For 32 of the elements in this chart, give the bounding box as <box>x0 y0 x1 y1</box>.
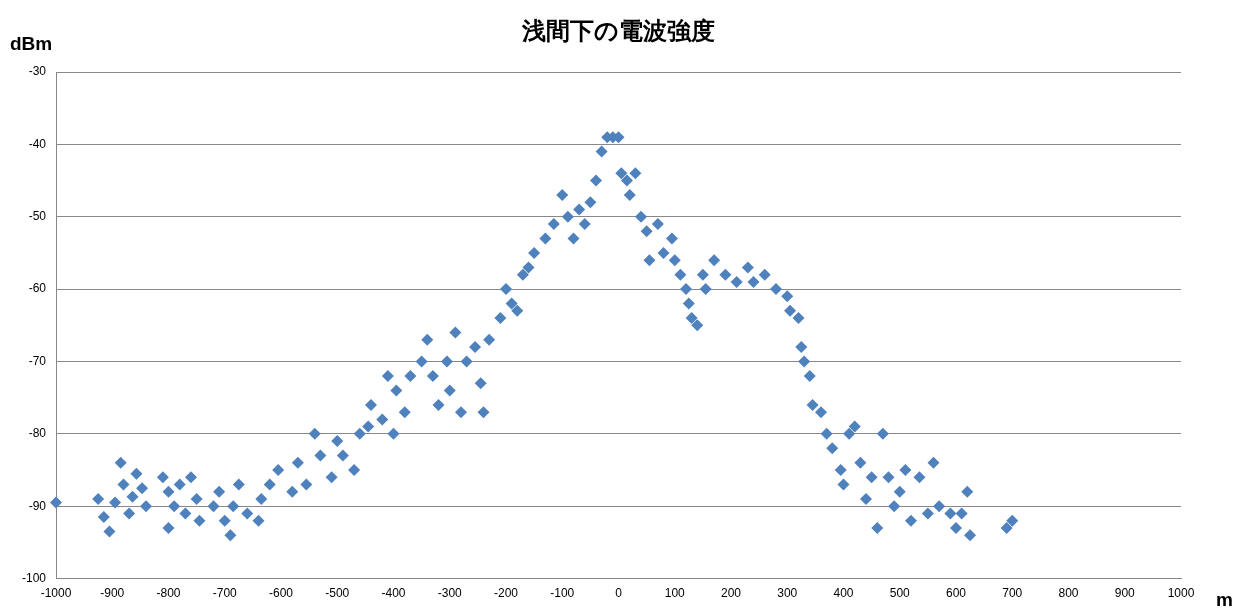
x-axis-title: m <box>1216 588 1233 610</box>
y-tick-label: -70 <box>28 353 47 368</box>
x-tick-label: 500 <box>889 586 911 601</box>
y-tick-label: -30 <box>28 64 47 79</box>
y-tick-label: -40 <box>28 136 47 151</box>
x-tick-label: -900 <box>100 586 125 601</box>
x-tick-label: -200 <box>493 586 519 601</box>
x-tick-label: -400 <box>381 586 406 601</box>
y-tick-label: -100 <box>21 570 47 585</box>
chart-title: 浅間下の電波強度 <box>521 16 716 44</box>
y-axis-title: dBm <box>10 33 53 55</box>
x-tick-label: 100 <box>664 586 686 601</box>
x-tick-label: 0 <box>615 586 623 601</box>
x-tick-label: -100 <box>550 586 575 601</box>
x-tick-label: 600 <box>945 586 967 601</box>
x-tick-label: 700 <box>1002 586 1023 601</box>
x-tick-label: -300 <box>437 586 463 601</box>
x-tick-label: 300 <box>777 586 798 601</box>
x-tick-label: 1000 <box>1167 586 1195 601</box>
y-tick-label: -50 <box>28 209 47 224</box>
x-tick-label: 800 <box>1058 586 1079 601</box>
y-tick-label: -90 <box>28 498 47 513</box>
x-tick-label: -500 <box>325 586 350 601</box>
x-tick-label: 400 <box>833 586 854 601</box>
x-tick-label: 200 <box>720 586 742 601</box>
x-tick-label: -700 <box>212 586 238 601</box>
x-tick-label: -600 <box>269 586 294 601</box>
y-tick-label: -80 <box>28 426 47 441</box>
x-tick-label: -800 <box>156 586 181 601</box>
y-tick-label: -60 <box>28 281 47 296</box>
x-tick-label: 900 <box>1114 586 1136 601</box>
x-tick-label: -1000 <box>40 586 72 601</box>
